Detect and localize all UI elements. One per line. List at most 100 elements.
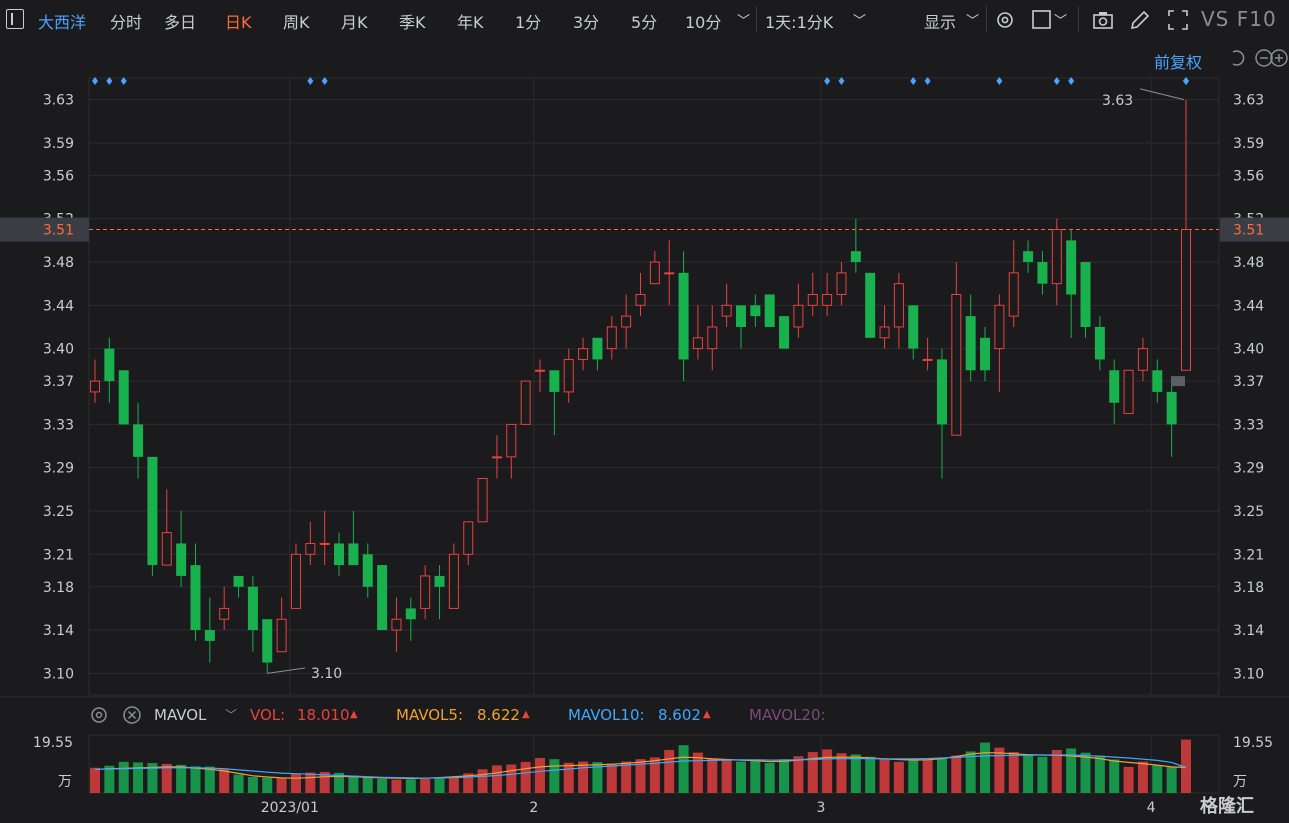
- fullscreen-icon[interactable]: [1166, 8, 1190, 32]
- tab-yearly-k[interactable]: 年K: [457, 13, 484, 32]
- candle-up: [391, 597, 402, 652]
- volume-bar-down: [965, 751, 976, 793]
- current-price-label-right: 3.51: [1233, 223, 1264, 239]
- price-tick-left: 3.33: [43, 417, 74, 433]
- candle-body: [1137, 348, 1148, 371]
- volume-bar-up: [822, 749, 833, 793]
- volume-bar-down: [147, 763, 158, 793]
- candle-body: [779, 316, 790, 349]
- stock-name[interactable]: 大西洋: [38, 13, 87, 32]
- mavol5-line: [94, 752, 1187, 780]
- volume-bar-down: [592, 762, 603, 793]
- square-icon[interactable]: [1030, 8, 1054, 32]
- volume-bar-up: [1008, 752, 1019, 793]
- pencil-icon[interactable]: [1128, 8, 1152, 32]
- candle-body: [506, 423, 517, 458]
- candle-body: [980, 337, 991, 371]
- candle-down: [118, 370, 129, 425]
- volume-bar-down: [362, 776, 373, 793]
- tab-weekly-k[interactable]: 周K: [283, 13, 310, 32]
- volume-bar-up: [463, 773, 474, 793]
- candle-body: [563, 358, 574, 393]
- adjust-mode[interactable]: 前复权: [1154, 53, 1203, 72]
- vs-f10-link[interactable]: VS F10: [1201, 7, 1277, 31]
- chevron-down-icon[interactable]: ﹀: [225, 708, 238, 722]
- price-tick-left: 3.48: [43, 255, 74, 271]
- up-triangle-icon: ▲: [522, 709, 530, 720]
- chevron-down-icon[interactable]: ﹀: [853, 14, 867, 29]
- candle-body: [147, 456, 158, 566]
- volume-bar-down: [1166, 766, 1177, 793]
- tab-monthly-k[interactable]: 月K: [341, 13, 368, 32]
- volume-bar-up: [161, 763, 172, 793]
- candle-body: [865, 272, 876, 338]
- volume-bar-down: [104, 765, 115, 793]
- combo-period-select[interactable]: 1天:1分K: [765, 13, 834, 32]
- event-marker-icon: [924, 77, 931, 85]
- zoom-out-icon[interactable]: [1254, 48, 1274, 68]
- candle-down: [1166, 381, 1177, 457]
- candle-body: [922, 358, 933, 361]
- candle-up: [305, 521, 316, 566]
- camera-icon[interactable]: [1091, 8, 1115, 32]
- tab-3min[interactable]: 3分: [573, 13, 600, 32]
- tab-fenshi[interactable]: 分时: [110, 13, 143, 32]
- candle-up: [1051, 218, 1062, 306]
- candle-up: [879, 305, 890, 349]
- volume-bar-down: [1109, 759, 1120, 793]
- sidebar-toggle-icon[interactable]: [6, 9, 24, 29]
- tab-quarterly-k[interactable]: 季K: [399, 13, 426, 32]
- tab-10min[interactable]: 10分: [685, 13, 722, 32]
- gear-icon[interactable]: [993, 8, 1017, 32]
- tab-5min[interactable]: 5分: [631, 13, 658, 32]
- zoom-in-icon[interactable]: [1269, 48, 1289, 68]
- display-menu[interactable]: 显示: [924, 13, 957, 32]
- candle-up: [621, 294, 632, 349]
- candle-up: [692, 305, 703, 360]
- candle-up: [578, 337, 589, 371]
- candle-body: [678, 272, 689, 360]
- candle-body: [692, 337, 703, 350]
- volume-bar-down: [764, 763, 775, 793]
- volume-bar-down: [1080, 752, 1091, 793]
- candle-body: [592, 337, 603, 360]
- candle-up: [994, 294, 1005, 392]
- undo-icon[interactable]: [1227, 48, 1247, 68]
- indicator-name[interactable]: MAVOL: [154, 706, 207, 724]
- chevron-down-icon[interactable]: ﹀: [966, 14, 980, 29]
- candle-body: [735, 305, 746, 327]
- volume-bar-down: [1023, 754, 1034, 793]
- candle-body: [606, 326, 617, 350]
- candle-body: [90, 380, 100, 393]
- candle-up: [448, 543, 459, 609]
- candle-down: [750, 294, 761, 327]
- candle-up: [506, 423, 517, 479]
- tab-1min[interactable]: 1分: [515, 13, 542, 32]
- candle-body: [290, 553, 301, 609]
- chevron-down-icon[interactable]: ﹀: [737, 14, 751, 29]
- price-tick-right: 3.56: [1233, 168, 1264, 184]
- toolbar-divider: [756, 6, 757, 32]
- candle-up: [1137, 337, 1148, 382]
- volume-bar-up: [563, 762, 574, 793]
- volume-bar-up: [1137, 761, 1148, 793]
- x-axis-label: 4: [1147, 800, 1156, 816]
- candle-up: [807, 272, 818, 317]
- mavol20-label: MAVOL20:: [749, 706, 826, 724]
- volume-bar-down: [176, 764, 187, 793]
- chevron-down-icon[interactable]: ﹀: [1054, 14, 1068, 29]
- volume-bar-down: [434, 778, 445, 793]
- price-tick-right: 3.33: [1233, 417, 1264, 433]
- price-tick-left: 3.40: [43, 342, 74, 358]
- candle-down: [1023, 240, 1034, 273]
- candle-body: [635, 293, 646, 306]
- candle-down: [348, 510, 359, 566]
- close-icon[interactable]: [122, 705, 142, 725]
- tab-duori[interactable]: 多日: [164, 13, 197, 32]
- event-marker-icon: [120, 77, 127, 85]
- volume-bar-up: [621, 761, 632, 793]
- settings-gear-icon[interactable]: [89, 705, 109, 725]
- candle-body: [649, 261, 660, 285]
- tab-daily-k[interactable]: 日K: [225, 13, 252, 32]
